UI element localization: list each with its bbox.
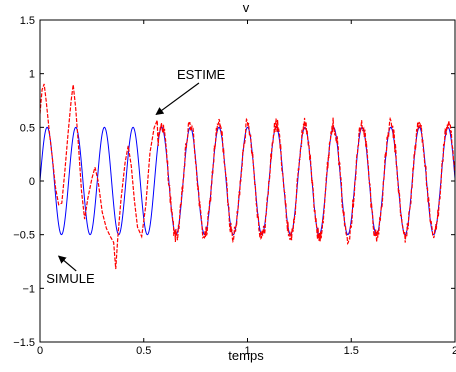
y-tick-label: 1.5: [20, 15, 35, 27]
x-tick-label: 2: [452, 345, 456, 357]
chart-title: v: [243, 0, 250, 15]
y-tick-label: 0.5: [20, 122, 35, 134]
x-axis-label: temps: [228, 348, 264, 363]
series-layer: [40, 83, 455, 270]
annotation-simule: SIMULE: [46, 271, 95, 286]
annotation-estime: ESTIME: [177, 67, 226, 82]
x-tick-label: 0.5: [136, 345, 151, 357]
annotation-layer: ESTIME SIMULE: [46, 67, 225, 286]
y-tick-label: −0.5: [13, 230, 35, 242]
x-tick-label: 1: [244, 345, 250, 357]
annotation-arrow-estime: [155, 82, 200, 116]
x-tick-label: 0: [37, 345, 43, 357]
axes-layer: 0 0.5 1 1.5 2 −1.5 −1 −0.5 0 0.5 1 1.5: [13, 15, 456, 357]
y-tick-label: 0: [29, 176, 35, 188]
y-tick-label: −1: [22, 283, 35, 295]
y-tick-label: 1: [29, 69, 35, 81]
y-tick-label: −1.5: [13, 337, 35, 349]
annotation-arrow-simule: [57, 255, 77, 272]
x-tick-label: 1.5: [344, 345, 359, 357]
